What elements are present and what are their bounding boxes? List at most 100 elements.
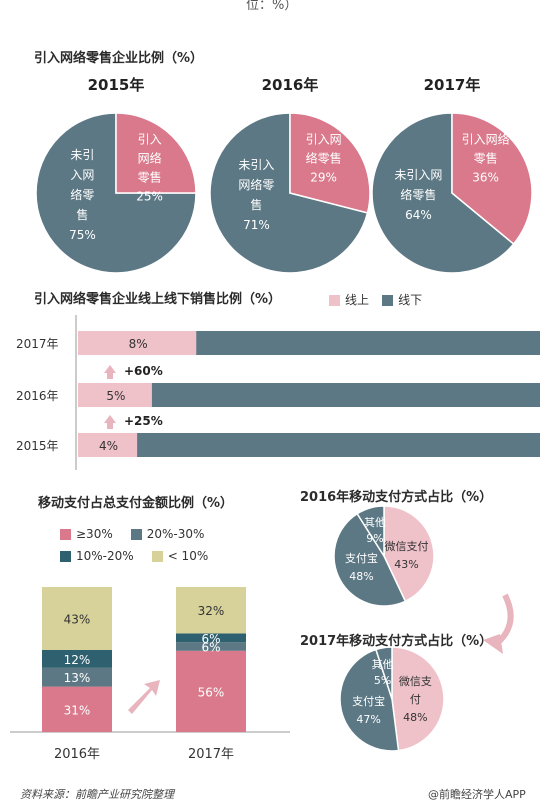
row-year-label: 2017年 bbox=[16, 337, 59, 351]
stacked-segment bbox=[176, 633, 246, 643]
pie-slice-alipay bbox=[333, 512, 407, 607]
pie-offline-label: 未引 bbox=[70, 148, 94, 162]
growth-label: +25% bbox=[124, 414, 163, 428]
stacked-segment bbox=[42, 649, 112, 668]
header-clip-text: 位：%） bbox=[246, 0, 298, 13]
pie-slice-not-online bbox=[209, 112, 369, 274]
pie-online-label: 网络 bbox=[138, 150, 162, 165]
bar-online bbox=[78, 433, 138, 457]
pie-online-label: 零售 bbox=[138, 169, 162, 184]
pie-offline-label: 络零 bbox=[70, 187, 94, 202]
pie-year-label: 2017年 bbox=[424, 76, 481, 94]
pie-online-label: 25% bbox=[136, 189, 163, 203]
segment-value-label: 31% bbox=[64, 703, 91, 717]
pie-online-label: 29% bbox=[310, 170, 337, 184]
segment-value-label: 12% bbox=[64, 653, 91, 667]
bar-offline bbox=[78, 383, 540, 407]
pie-label-other: 其他 bbox=[372, 658, 394, 671]
section1-pies: 2015年引入网络零售25%未引入网络零售75%2016年引入网络零售29%未引… bbox=[35, 76, 533, 274]
growth-arrow-icon bbox=[104, 365, 116, 379]
legend-item-online: 线上 bbox=[329, 293, 369, 307]
pie-online-label: 络零售 bbox=[306, 150, 342, 165]
pie-offline-label: 络零售 bbox=[400, 187, 436, 202]
legend-item-ge30: ≥30% bbox=[60, 527, 113, 541]
segment-value-label: 6% bbox=[201, 632, 220, 646]
source-note: 资料来源：前瞻产业研究院整理 bbox=[20, 788, 174, 801]
row-year-label: 2015年 bbox=[16, 439, 59, 453]
bar-online-value: 4% bbox=[99, 439, 118, 453]
row-year-label: 2016年 bbox=[16, 389, 59, 403]
pie-offline-label: 64% bbox=[405, 208, 432, 222]
pie-slice-online bbox=[115, 112, 197, 194]
pie-offline-label: 网络零 bbox=[238, 177, 274, 192]
pie-slice-online bbox=[451, 112, 533, 246]
stacked-segment bbox=[176, 642, 246, 651]
legend-item-lt10: < 10% bbox=[151, 549, 208, 563]
stacked-segment bbox=[42, 686, 112, 732]
growth-arrow-icon bbox=[104, 415, 116, 429]
brand-label: @前瞻经济学人APP bbox=[428, 788, 526, 801]
segment-value-label: 56% bbox=[198, 685, 225, 699]
section3-legend: ≥30% 20%-30% 10%-20% < 10% bbox=[60, 527, 290, 563]
segment-value-label: 32% bbox=[198, 604, 225, 618]
section3-title: 移动支付占总支付金额比例（%） bbox=[38, 496, 234, 511]
pie-label-alipay: 支付宝 bbox=[345, 551, 378, 565]
stacked-segment bbox=[176, 587, 246, 634]
segment-value-label: 43% bbox=[64, 612, 91, 626]
section2-title: 引入网络零售企业线上线下销售比例（%） bbox=[34, 292, 282, 307]
pie-label-alipay: 47% bbox=[356, 713, 380, 726]
pie-label-wechat: 48% bbox=[403, 711, 427, 724]
pie-online-label: 零售 bbox=[474, 150, 498, 165]
curved-arrow-head-icon bbox=[483, 634, 503, 654]
pie-offline-label: 售 bbox=[250, 197, 262, 212]
pie-label-other: 5% bbox=[374, 674, 391, 687]
pie-label-alipay: 支付宝 bbox=[352, 694, 385, 708]
pie-offline-label: 入网 bbox=[70, 168, 94, 182]
pie-label-alipay: 48% bbox=[349, 570, 373, 583]
pie-label-wechat: 付 bbox=[410, 693, 421, 706]
pie-offline-label: 71% bbox=[243, 218, 270, 232]
pie-online-label: 引入 bbox=[138, 132, 162, 146]
pie-label-other: 9% bbox=[366, 532, 383, 545]
bar-online-value: 5% bbox=[106, 389, 125, 403]
legend-item-20-30: 20%-30% bbox=[130, 527, 204, 541]
pie-year-label: 2016年 bbox=[262, 76, 319, 94]
pie-slice-not-online bbox=[371, 112, 515, 274]
pie-slice-other bbox=[356, 505, 385, 559]
legend-item-offline: 线下 bbox=[382, 293, 422, 307]
pie-year-label: 2015年 bbox=[88, 76, 145, 94]
pie-slice-wechat bbox=[383, 505, 435, 603]
pie-slice-online bbox=[289, 112, 371, 214]
bar-offline bbox=[78, 433, 540, 457]
pie-offline-label: 未引入网 bbox=[394, 168, 442, 182]
segment-value-label: 6% bbox=[201, 640, 220, 654]
pie-2016-payment-title: 2016年移动支付方式占比（%） bbox=[300, 490, 493, 505]
pie-online-label: 36% bbox=[472, 170, 499, 184]
bar-year-label: 2016年 bbox=[54, 747, 100, 762]
section2-legend: 线上 线下 bbox=[329, 289, 422, 308]
pie-offline-label: 75% bbox=[69, 228, 96, 242]
stacked-segment bbox=[176, 650, 246, 732]
stacked-segment bbox=[42, 587, 112, 650]
section1-title: 引入网络零售企业比例（%） bbox=[34, 51, 204, 66]
pie-online-label: 引入网络 bbox=[462, 131, 510, 146]
pie-2017-payment-title: 2017年移动支付方式占比（%） bbox=[300, 634, 493, 649]
segment-value-label: 13% bbox=[64, 671, 91, 685]
bar-year-label: 2017年 bbox=[188, 747, 234, 762]
bar-online bbox=[78, 383, 152, 407]
pie-label-other: 其他 bbox=[364, 516, 386, 529]
stacked-segment bbox=[42, 667, 112, 687]
pie-online-label: 引入网 bbox=[306, 132, 342, 146]
pie-offline-label: 未引入 bbox=[238, 158, 274, 172]
pie-label-wechat: 43% bbox=[394, 558, 418, 571]
section2-bar-chart: 8% 2017年 5% 2016年 4% 2015年 +60% +25% bbox=[16, 315, 540, 470]
growth-label: +60% bbox=[124, 364, 163, 378]
bar-online-value: 8% bbox=[129, 337, 148, 351]
section3-stacked-bars: 31% 13% 12% 43% 2016年 56% 6%6% 32% 2017年 bbox=[10, 587, 290, 762]
bar-online bbox=[78, 331, 197, 355]
pie-offline-label: 售 bbox=[76, 207, 88, 222]
pie-label-wechat: 微信支付 bbox=[385, 539, 429, 553]
legend-item-10-20: 10%-20% bbox=[60, 549, 134, 563]
pie-label-wechat: 微信支 bbox=[399, 674, 432, 688]
pie-slice-wechat bbox=[391, 646, 445, 752]
